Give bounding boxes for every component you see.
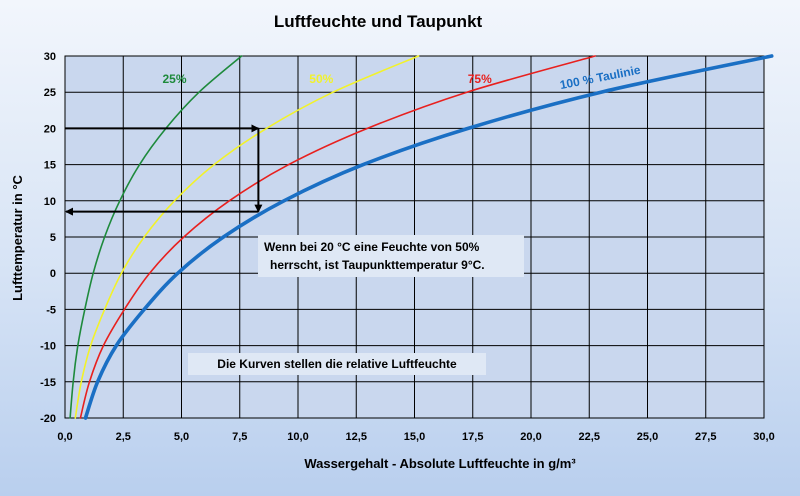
y-tick-label: -10	[40, 341, 56, 353]
y-axis-label: Lufttemperatur in °C	[10, 174, 25, 300]
x-tick-label: 25,0	[637, 431, 658, 443]
x-tick-label: 30,0	[753, 431, 774, 443]
annotation-line-2: herrscht, ist Taupunkttemperatur 9°C.	[270, 258, 485, 272]
curve-25-percent	[69, 55, 243, 419]
curve-50-percent	[74, 55, 420, 419]
chart-title: Luftfeuchte und Taupunkt	[274, 12, 483, 31]
annotation-box-dewpoint: Wenn bei 20 °C eine Feuchte von 50% herr…	[258, 235, 524, 277]
y-tick-label: 30	[44, 51, 56, 63]
annotation-line-3: Die Kurven stellen die relative Luftfeuc…	[217, 357, 457, 371]
x-tick-label: 10,0	[287, 431, 308, 443]
series-lines	[69, 54, 774, 420]
example-arrows	[65, 124, 263, 216]
y-tick-label: 10	[44, 196, 56, 208]
annotation-line-1: Wenn bei 20 °C eine Feuchte von 50%	[264, 240, 480, 254]
annotation-box-curves: Die Kurven stellen die relative Luftfeuc…	[188, 353, 486, 375]
y-tick-label: -15	[40, 377, 56, 389]
y-tick-label: 5	[50, 232, 56, 244]
y-tick-label: 0	[50, 268, 56, 280]
y-tick-label: 20	[44, 123, 56, 135]
label-75-percent: 75%	[468, 72, 492, 86]
label-50-percent: 50%	[309, 72, 333, 86]
y-tick-label: -5	[46, 304, 56, 316]
label-25-percent: 25%	[162, 72, 186, 86]
x-tick-label: 17,5	[462, 431, 483, 443]
curve-75-percent	[79, 55, 596, 419]
y-tick-label: 25	[44, 87, 56, 99]
x-tick-label: 22,5	[579, 431, 600, 443]
x-tick-label: 15,0	[404, 431, 425, 443]
x-tick-label: 27,5	[695, 431, 716, 443]
x-tick-label: 12,5	[346, 431, 367, 443]
y-tick-label: -20	[40, 413, 56, 425]
x-axis-label: Wassergehalt - Absolute Luftfeuchte in g…	[304, 456, 576, 471]
y-tick-labels: 30 25 20 15 10 5 0 -5 -10 -15 -20	[40, 51, 56, 425]
x-tick-labels: 0,0 2,5 5,0 7,5 10,0 12,5 15,0 17,5 20,0 22,5 25,0…	[57, 431, 774, 443]
x-tick-label: 20,0	[520, 431, 541, 443]
y-tick-label: 15	[44, 160, 56, 172]
x-tick-label: 0,0	[57, 431, 72, 443]
x-tick-label: 7,5	[232, 431, 247, 443]
x-tick-label: 2,5	[116, 431, 131, 443]
curve-100-percent-taulinie	[83, 54, 774, 420]
x-tick-label: 5,0	[174, 431, 189, 443]
